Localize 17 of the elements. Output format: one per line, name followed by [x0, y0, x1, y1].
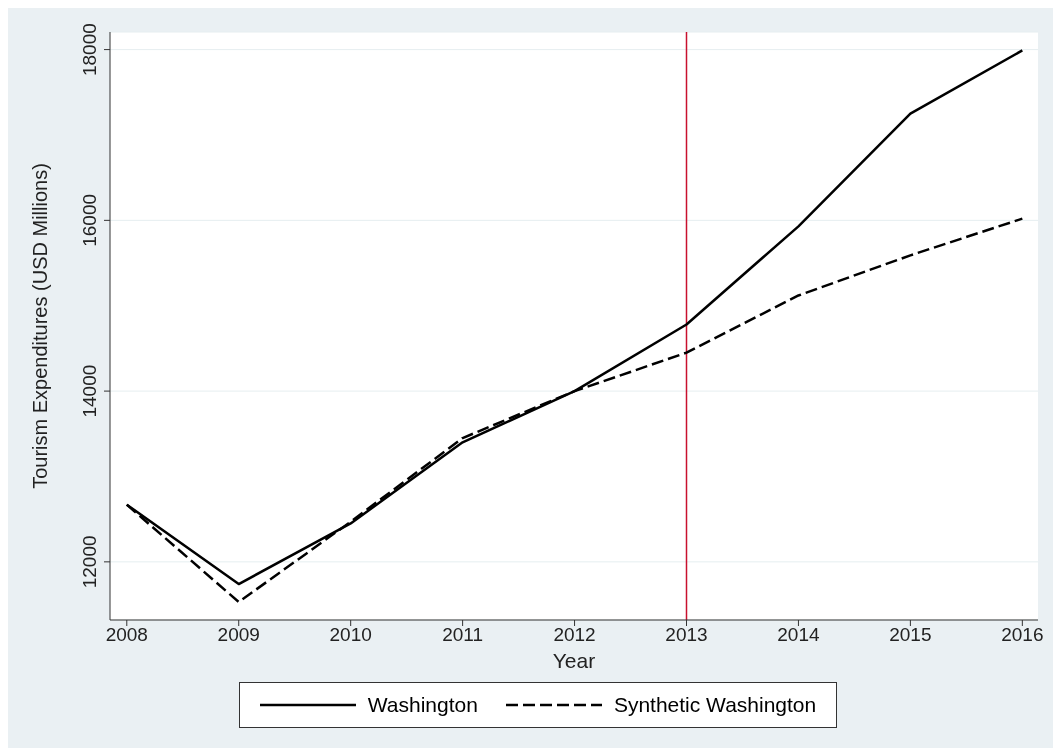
x-tick-label: 2015 — [889, 624, 932, 646]
x-tick-label: 2013 — [665, 624, 708, 646]
x-axis-title: Year — [552, 649, 596, 672]
x-tick-label: 2014 — [777, 624, 820, 646]
x-tick-label: 2016 — [1001, 624, 1044, 646]
y-tick-label: 14000 — [79, 364, 100, 418]
y-tick-label: 18000 — [79, 23, 100, 77]
legend-label: Synthetic Washington — [613, 693, 817, 717]
x-tick-label: 2011 — [442, 624, 484, 646]
x-tick-label: 2012 — [553, 624, 596, 646]
y-tick-label: 12000 — [79, 535, 100, 589]
x-tick-label: 2010 — [329, 624, 372, 646]
y-axis-title: Tourism Expenditures (USD Millions) — [29, 163, 52, 489]
x-tick-label: 2009 — [217, 624, 260, 646]
x-tick-label: 2008 — [105, 624, 148, 646]
y-tick-label: 16000 — [79, 193, 100, 247]
legend-label: Washington — [367, 693, 478, 717]
